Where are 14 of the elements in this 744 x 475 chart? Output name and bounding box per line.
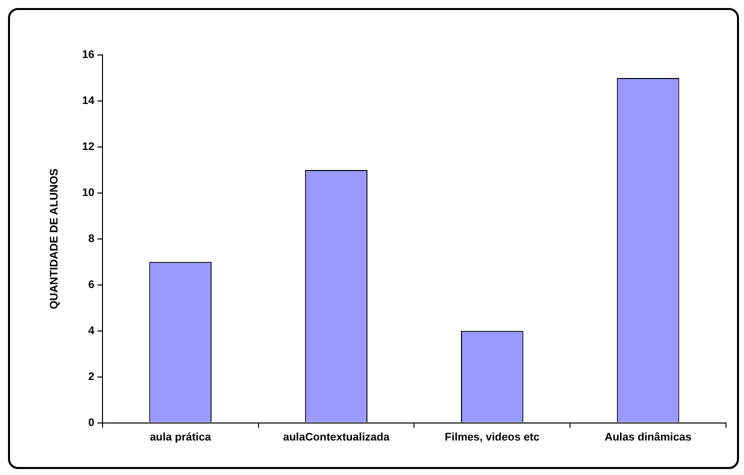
y-tick-label: 10 (82, 186, 94, 199)
x-tick-label: Aulas dinâmicas (604, 431, 692, 444)
x-tick-label: Filmes, videos etc (444, 431, 540, 444)
y-tick-label: 6 (88, 278, 94, 291)
y-tick-label: 16 (82, 49, 94, 62)
y-tick-label: 2 (88, 370, 94, 383)
y-tick-label: 12 (82, 140, 94, 153)
x-tick-label: aulaContextualizada (283, 431, 390, 444)
x-tick-label: aula prática (150, 431, 212, 444)
y-axis-title: QUANTIDADE DE ALUNOS (48, 168, 61, 310)
y-tick-label: 4 (88, 324, 96, 337)
y-tick-label: 14 (82, 95, 96, 108)
y-tick-label: 8 (88, 232, 94, 245)
y-tick-label: 0 (88, 416, 94, 429)
